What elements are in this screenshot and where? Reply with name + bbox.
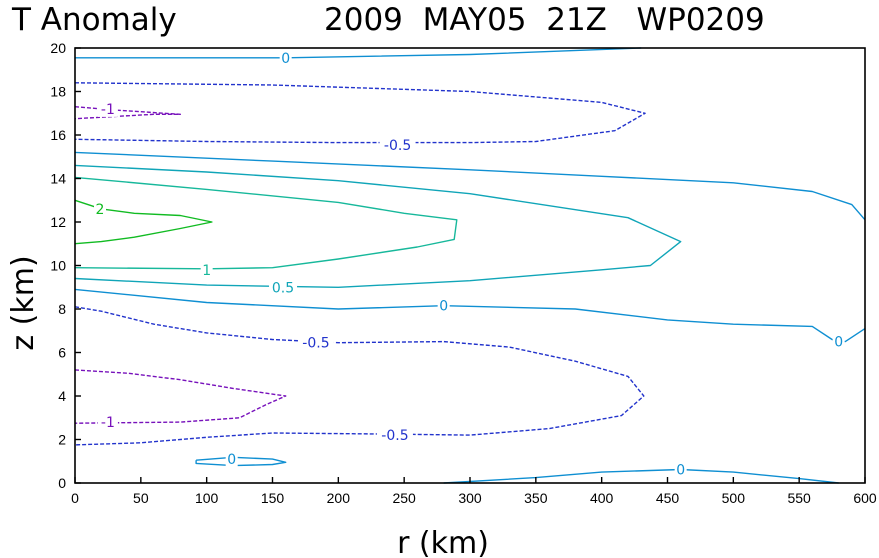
contour-label-layer: 0 -1 -0.5 2 1 0.5 0 0 -0.5 -1 -0.5 0 0 xyxy=(94,49,845,479)
contour-label: -0.5 xyxy=(302,336,329,352)
x-tick-label: 250 xyxy=(392,490,416,506)
y-tick-label: 20 xyxy=(50,40,66,56)
y-axis-label: z (km) xyxy=(6,255,41,350)
contour-label-bg xyxy=(97,100,118,117)
x-tick-label: 0 xyxy=(71,490,79,506)
x-tick-label: 150 xyxy=(261,490,285,506)
contour-line-0-5 xyxy=(75,47,642,59)
contour-label: 1 xyxy=(202,263,211,279)
contour-line-0-3 xyxy=(74,151,866,221)
contour-label: 0 xyxy=(227,452,236,468)
y-tick-label: 16 xyxy=(50,127,66,143)
contour-label-bg xyxy=(200,261,213,278)
contour-label: 0 xyxy=(439,299,448,315)
y-tick-label: 2 xyxy=(58,432,66,448)
y-axis: 0 2 4 6 8 10 12 14 16 18 20 xyxy=(50,40,81,491)
chart-title-right: 2009 MAY05 21Z WP0209 xyxy=(324,2,765,38)
contour-line-0p5-2 xyxy=(74,164,682,288)
x-tick-label: 450 xyxy=(656,490,680,506)
contour-line-1-1 xyxy=(74,176,458,270)
contour-line-0-6 xyxy=(443,468,839,484)
y-tick-label: 6 xyxy=(58,345,66,361)
x-axis-label: r (km) xyxy=(397,526,489,558)
contour-label-bg xyxy=(94,200,107,217)
contour-label-bg xyxy=(297,334,334,351)
contour-label-bg xyxy=(97,414,118,431)
y-tick-label: 10 xyxy=(50,258,66,274)
contour-label-bg xyxy=(832,333,845,350)
y-tick-label: 12 xyxy=(50,214,66,230)
contour-layer xyxy=(74,47,866,484)
x-tick-label: 500 xyxy=(722,490,746,506)
contour-label-bg xyxy=(674,461,687,478)
x-tick-label: 50 xyxy=(133,490,149,506)
y-tick-label: 4 xyxy=(58,388,66,404)
contour-line-neg1-10 xyxy=(74,106,182,120)
y-tick-label: 0 xyxy=(58,475,66,491)
plot-frame xyxy=(74,47,866,484)
contour-line-2-0 xyxy=(74,199,213,245)
contour-label-bg xyxy=(225,451,238,468)
x-tick-label: 400 xyxy=(590,490,614,506)
x-axis: 0 50 100 150 200 250 300 350 400 450 500 550 600 xyxy=(71,477,877,506)
x-tick-label: 550 xyxy=(787,490,811,506)
contour-label-bg xyxy=(269,279,298,296)
contour-label-bg xyxy=(376,427,413,444)
contour-line-neg0p5-9 xyxy=(74,306,645,446)
contour-label: -1 xyxy=(101,102,115,118)
contour-label: -1 xyxy=(101,415,115,431)
x-tick-label: 300 xyxy=(458,490,482,506)
contour-line-neg0p5-8 xyxy=(74,82,646,144)
contour-label-bg xyxy=(379,136,416,153)
contour-label: 0.5 xyxy=(272,280,294,296)
contour-label: -0.5 xyxy=(381,428,408,444)
x-tick-label: 350 xyxy=(524,490,548,506)
chart-title-left: T Anomaly xyxy=(11,2,177,38)
y-tick-label: 14 xyxy=(50,171,66,187)
contour-label: 0 xyxy=(676,463,685,479)
x-tick-label: 200 xyxy=(327,490,351,506)
y-tick-label: 8 xyxy=(58,301,66,317)
contour-label: 2 xyxy=(96,202,105,218)
contour-label-bg xyxy=(279,49,292,66)
y-tick-label: 18 xyxy=(50,84,66,100)
contour-label: 0 xyxy=(281,51,290,67)
contour-label-bg xyxy=(437,297,450,314)
x-tick-label: 100 xyxy=(195,490,219,506)
contour-label: -0.5 xyxy=(384,138,411,154)
contour-line-0-4 xyxy=(74,288,866,343)
contour-line-0-7 xyxy=(195,456,287,467)
x-tick-label: 600 xyxy=(853,490,877,506)
contour-label: 0 xyxy=(834,335,843,351)
contour-line-neg1-11 xyxy=(74,369,287,424)
